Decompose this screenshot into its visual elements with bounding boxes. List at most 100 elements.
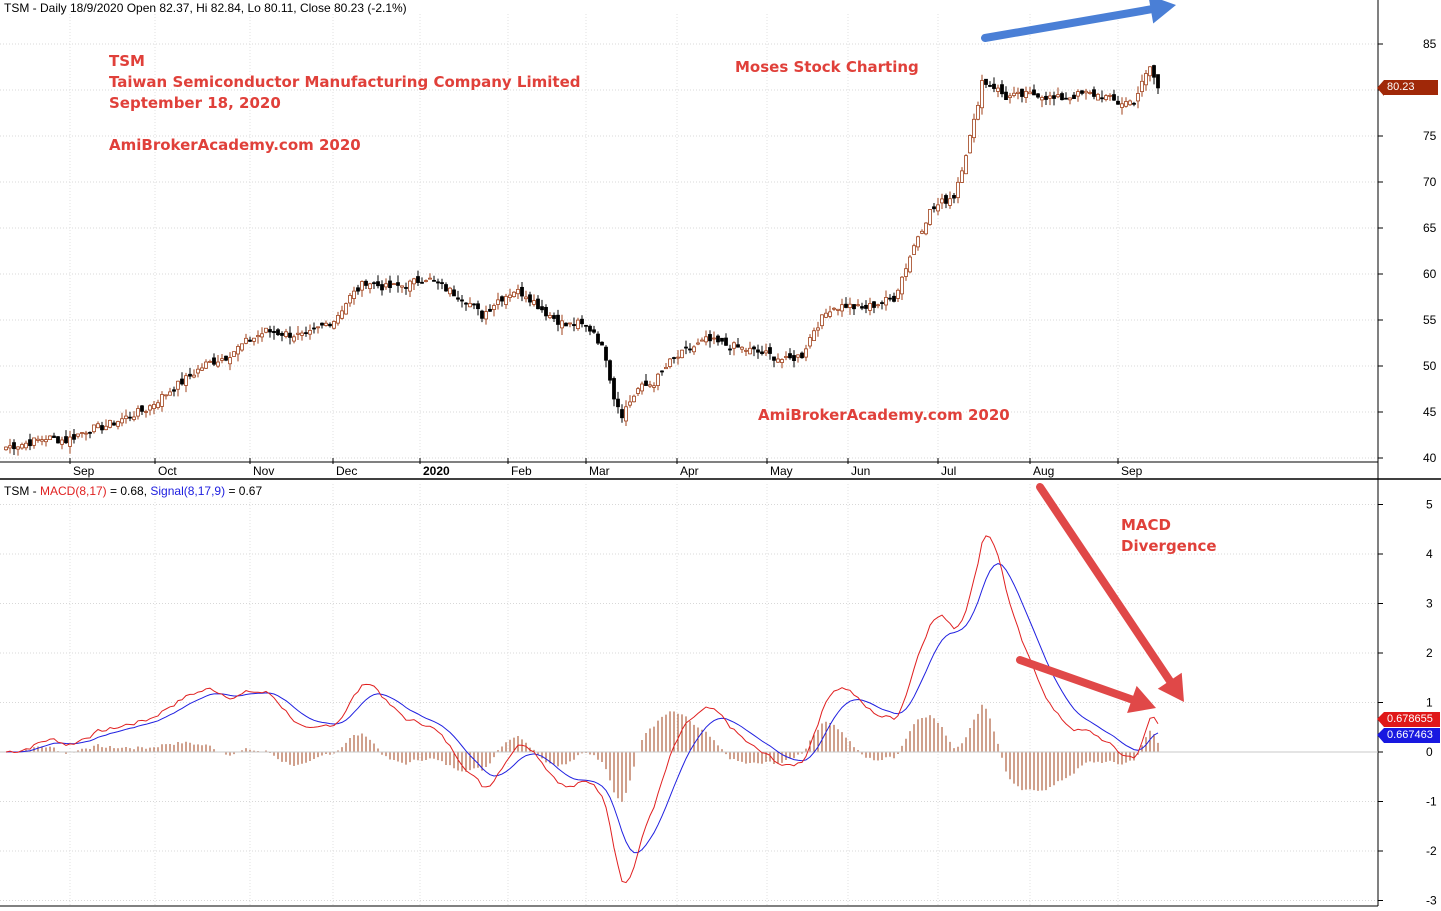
candle-body: [172, 389, 176, 392]
candle-body: [1048, 95, 1052, 99]
candle-body: [1060, 93, 1064, 101]
candle-body: [1004, 91, 1008, 100]
candle-body: [1152, 65, 1156, 78]
x-tick-label: Apr: [680, 464, 699, 478]
candle-body: [452, 289, 456, 297]
candle-body: [820, 314, 824, 327]
candle-body: [396, 282, 400, 286]
candle-body: [756, 349, 760, 353]
candle-body: [992, 83, 996, 89]
candle-body: [772, 356, 776, 361]
candle-body: [104, 425, 108, 431]
candle-body: [804, 348, 808, 358]
candle-body: [312, 327, 316, 330]
candle-body: [344, 303, 348, 315]
candle-body: [752, 346, 756, 350]
candle-body: [308, 330, 312, 335]
candle-body: [572, 324, 576, 327]
candle-body: [1012, 92, 1016, 96]
candle-body: [760, 351, 764, 354]
candle-body: [32, 437, 36, 446]
candle-body: [48, 435, 52, 441]
candle-body: [224, 355, 228, 361]
price-last-badge: 80.23: [1384, 80, 1438, 95]
candle-body: [480, 310, 484, 319]
candle-body: [916, 236, 920, 248]
candle-body: [948, 198, 952, 206]
x-tick-label: 2020: [423, 464, 450, 478]
candle-body: [1056, 94, 1060, 98]
x-tick-label: Sep: [73, 464, 95, 478]
candle-body: [644, 380, 648, 386]
candle-body: [956, 181, 960, 199]
candle-body: [1116, 100, 1120, 105]
candle-body: [304, 332, 308, 335]
candle-body: [560, 320, 564, 329]
candle-body: [164, 394, 168, 397]
candle-body: [216, 361, 220, 367]
candle-body: [972, 118, 976, 139]
candle-body: [352, 290, 356, 299]
candle-body: [484, 311, 488, 320]
price-header: TSM - Daily 18/9/2020 Open 82.37, Hi 82.…: [4, 1, 407, 15]
candle-body: [996, 87, 1000, 92]
candle-body: [900, 276, 904, 295]
candle-body: [316, 326, 320, 329]
candle-body: [984, 78, 988, 85]
candle-body: [1052, 95, 1056, 99]
candle-body: [880, 302, 884, 304]
candle-body: [332, 321, 336, 329]
candle-body: [136, 408, 140, 417]
candle-body: [108, 419, 112, 428]
candle-body: [400, 285, 404, 288]
candle-body: [468, 302, 472, 308]
candle-body: [1136, 93, 1140, 102]
candle-body: [944, 195, 948, 204]
candle-body: [228, 357, 232, 365]
candle-body: [424, 280, 428, 282]
candle-body: [612, 378, 616, 400]
candle-body: [208, 361, 212, 363]
candle-body: [696, 342, 700, 345]
x-tick-label: Dec: [336, 464, 357, 478]
x-tick-label: Jun: [851, 464, 870, 478]
candle-body: [876, 304, 880, 307]
candle-body: [428, 277, 432, 280]
candle-body: [180, 378, 184, 385]
candle-body: [652, 385, 656, 388]
candle-body: [664, 366, 668, 370]
candle-body: [152, 403, 156, 410]
candle-body: [1088, 92, 1092, 94]
candle-body: [532, 300, 536, 305]
candle-body: [392, 283, 396, 286]
candle-body: [1120, 103, 1124, 108]
candle-body: [1044, 95, 1048, 100]
candle-body: [640, 383, 644, 392]
candle-body: [72, 434, 76, 440]
candle-body: [1156, 74, 1160, 89]
candle-body: [12, 442, 16, 450]
candle-body: [928, 209, 932, 225]
candle-body: [188, 373, 192, 377]
candle-body: [548, 314, 552, 319]
candle-body: [356, 287, 360, 292]
macd-last-badge: 0.678655: [1384, 712, 1440, 727]
price-tick-label: 75: [1423, 129, 1437, 143]
candle-body: [364, 280, 368, 286]
candle-body: [288, 332, 292, 338]
candle-body: [564, 322, 568, 327]
candle-body: [1000, 84, 1004, 95]
candle-body: [432, 279, 436, 282]
candle-body: [852, 304, 856, 310]
candle-body: [276, 329, 280, 336]
macd-tick-label: 5: [1426, 498, 1433, 512]
candle-body: [896, 289, 900, 299]
candle-body: [28, 439, 32, 447]
candle-body: [20, 444, 24, 449]
blue-trend-arrow-shaft: [981, 5, 1155, 42]
candle-body: [584, 324, 588, 327]
candle-body: [76, 433, 80, 437]
candle-body: [260, 333, 264, 338]
candle-body: [728, 348, 732, 351]
